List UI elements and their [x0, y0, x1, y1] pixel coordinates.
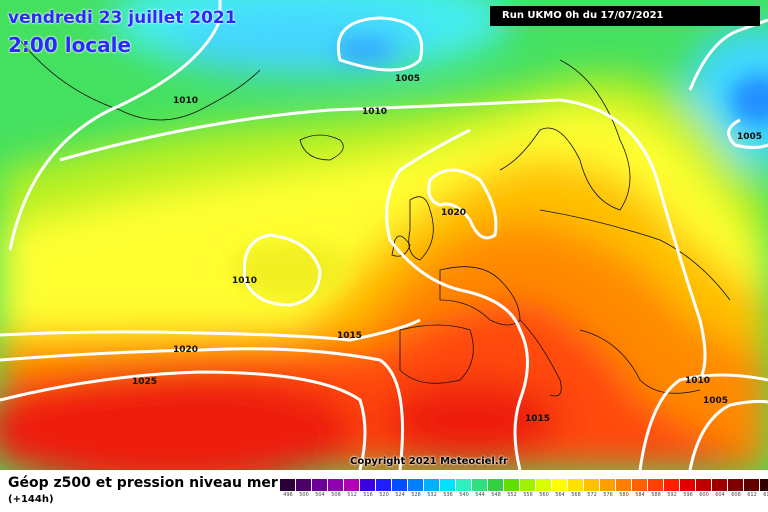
isobar-labels: 1010 1005 1010 1005 1020 1010 1015 1020 …: [132, 74, 762, 424]
copyright-text: Copyright 2021 Meteociel.fr: [350, 456, 508, 467]
legend-swatch: 584: [632, 479, 648, 498]
legend-swatch: 532: [424, 479, 440, 498]
isobar-label: 1020: [441, 208, 466, 218]
legend-label: 544: [475, 492, 485, 498]
legend-label: 536: [443, 492, 453, 498]
coastlines: [19, 39, 731, 397]
legend-label: 588: [651, 492, 661, 498]
legend-label: 516: [363, 492, 373, 498]
legend-label: 604: [715, 492, 725, 498]
model-run-label: Run UKMO 0h du 17/07/2021: [490, 6, 760, 26]
legend-swatch: 608: [728, 479, 744, 498]
legend-label: 592: [667, 492, 677, 498]
legend-swatch: 512: [344, 479, 360, 498]
legend-label: 612: [747, 492, 757, 498]
legend-label: 616: [763, 492, 768, 498]
legend-label: 568: [571, 492, 581, 498]
legend-swatch: 504: [312, 479, 328, 498]
legend-label: 556: [523, 492, 533, 498]
isobar-label: 1005: [395, 74, 420, 84]
legend-swatch: 556: [520, 479, 536, 498]
isobars: [0, 0, 768, 470]
legend-swatch: 580: [616, 479, 632, 498]
geopotential-map: 1010 1005 1010 1005 1020 1010 1015 1020 …: [0, 0, 768, 470]
map-caption: Géop z500 et pression niveau mer: [8, 475, 278, 491]
legend-label: 576: [603, 492, 613, 498]
legend-label: 524: [395, 492, 405, 498]
isobar-label: 1005: [737, 132, 762, 142]
legend-swatch: 508: [328, 479, 344, 498]
legend-label: 596: [683, 492, 693, 498]
legend-swatch: 564: [552, 479, 568, 498]
legend-swatch: 528: [408, 479, 424, 498]
legend-swatch: 612: [744, 479, 760, 498]
isobar-label: 1005: [703, 396, 728, 406]
legend-swatch: 596: [680, 479, 696, 498]
legend-swatch: 500: [296, 479, 312, 498]
legend-label: 540: [459, 492, 469, 498]
legend-swatch: 592: [664, 479, 680, 498]
legend-label: 520: [379, 492, 389, 498]
legend-label: 548: [491, 492, 501, 498]
legend-swatch: 604: [712, 479, 728, 498]
legend-label: 496: [283, 492, 293, 498]
z500-color-field: [0, 0, 768, 470]
legend-label: 532: [427, 492, 437, 498]
legend-swatch: 568: [568, 479, 584, 498]
isobar-label: 1015: [337, 331, 362, 341]
legend-label: 500: [299, 492, 309, 498]
legend-swatch: 548: [488, 479, 504, 498]
legend-swatch: 588: [648, 479, 664, 498]
legend-swatch: 516: [360, 479, 376, 498]
legend-swatch: 572: [584, 479, 600, 498]
legend-label: 512: [347, 492, 357, 498]
isobar-label: 1025: [132, 377, 157, 387]
legend-label: 584: [635, 492, 645, 498]
forecast-time: 2:00 locale: [8, 33, 132, 57]
legend-swatch: 536: [440, 479, 456, 498]
legend-label: 552: [507, 492, 517, 498]
legend-swatch: 616: [760, 479, 768, 498]
legend-swatch: 544: [472, 479, 488, 498]
isobar-label: 1010: [685, 376, 710, 386]
forecast-range: (+144h): [8, 494, 54, 505]
legend-swatch: 540: [456, 479, 472, 498]
legend-swatch: 520: [376, 479, 392, 498]
isobar-label: 1010: [232, 276, 257, 286]
isobar-label: 1015: [525, 414, 550, 424]
legend-swatch: 496: [280, 479, 296, 498]
legend-swatch: 576: [600, 479, 616, 498]
legend-swatch: 524: [392, 479, 408, 498]
legend-swatch: 560: [536, 479, 552, 498]
legend-label: 528: [411, 492, 421, 498]
legend-label: 600: [699, 492, 709, 498]
legend-label: 580: [619, 492, 629, 498]
legend-label: 560: [539, 492, 549, 498]
legend-label: 564: [555, 492, 565, 498]
legend-swatch: 600: [696, 479, 712, 498]
legend-label: 608: [731, 492, 741, 498]
isobar-label: 1010: [362, 107, 387, 117]
legend-label: 508: [331, 492, 341, 498]
isobar-label: 1010: [173, 96, 198, 106]
legend-label: 572: [587, 492, 597, 498]
color-scale-legend: 496 500 504 508 512 516 520 524 528 532 536 540 544 5…: [280, 479, 768, 498]
forecast-date: vendredi 23 juillet 2021: [8, 8, 237, 28]
legend-swatch: 552: [504, 479, 520, 498]
legend-label: 504: [315, 492, 325, 498]
legend-footer: Géop z500 et pression niveau mer (+144h)…: [0, 470, 768, 512]
isobar-label: 1020: [173, 345, 198, 355]
